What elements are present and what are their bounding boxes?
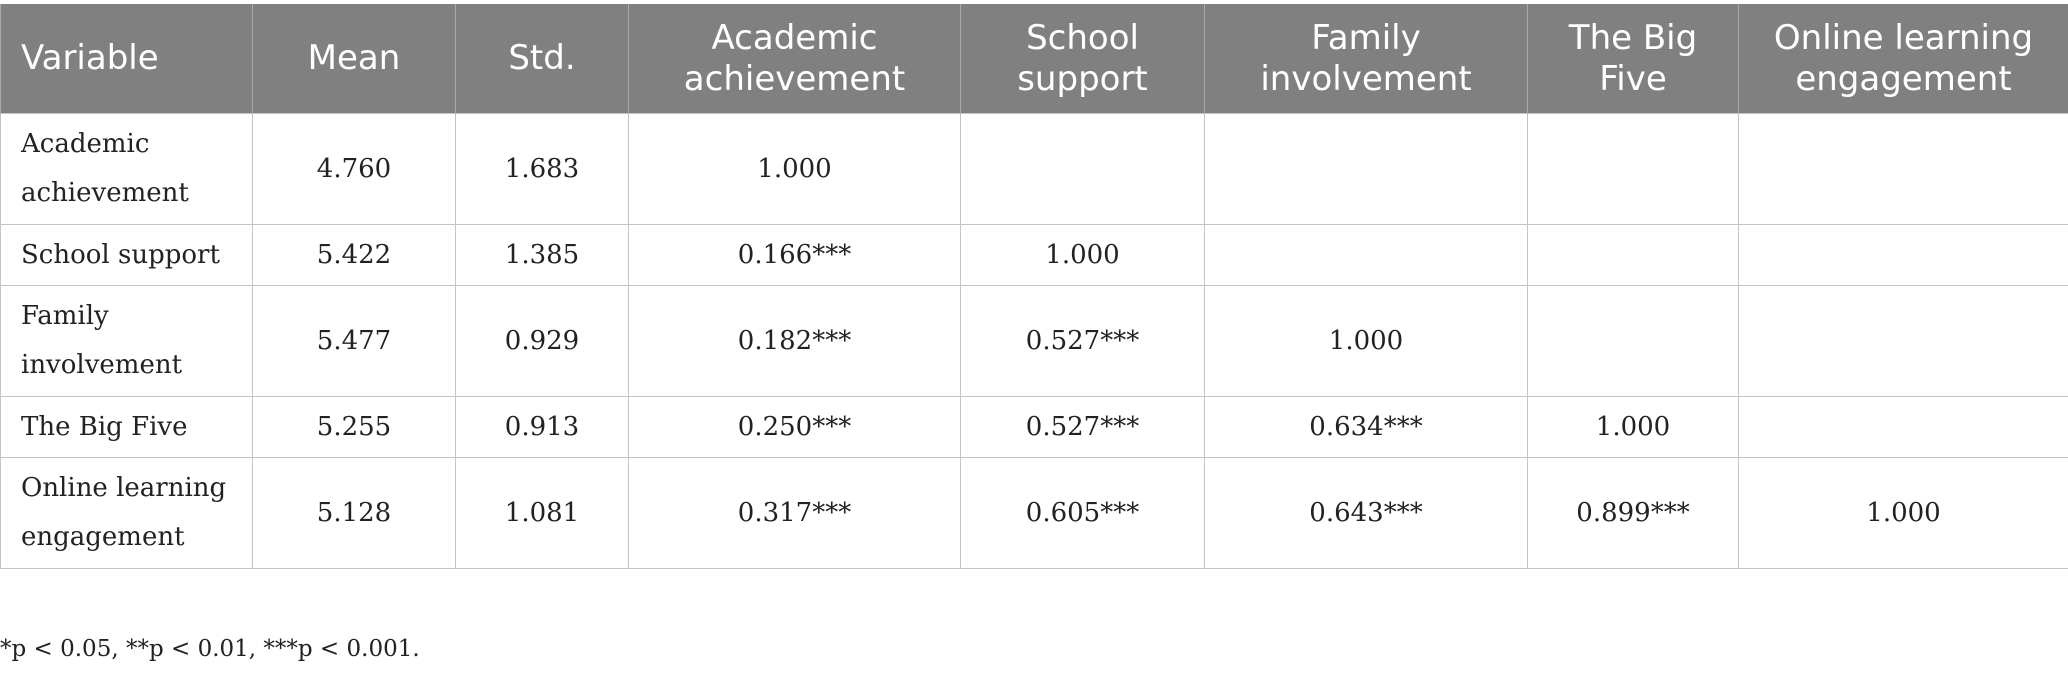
row-label: Academic achievement [0, 113, 253, 225]
correlation-cell [1738, 224, 2068, 286]
correlation-cell [960, 113, 1205, 225]
std-cell: 1.385 [455, 224, 629, 286]
row-label: Family involvement [0, 285, 253, 397]
header-row: Variable Mean Std. Academic achievement … [0, 4, 2068, 114]
correlation-cell: 0.250*** [628, 396, 961, 458]
header-online-learning-engagement: Online learning engagement [1738, 4, 2068, 114]
table-row: The Big Five 5.255 0.913 0.250*** 0.527*… [0, 396, 2068, 458]
correlation-cell: 0.166*** [628, 224, 961, 286]
table-row: Family involvement 5.477 0.929 0.182*** … [0, 285, 2068, 397]
correlation-cell [1738, 285, 2068, 397]
mean-cell: 5.477 [252, 285, 456, 397]
row-label: The Big Five [0, 396, 253, 458]
correlation-cell [1527, 224, 1739, 286]
correlation-cell: 0.182*** [628, 285, 961, 397]
correlation-cell: 0.643*** [1204, 457, 1528, 569]
correlation-cell: 0.527*** [960, 396, 1205, 458]
correlation-cell: 0.634*** [1204, 396, 1528, 458]
correlation-cell: 1.000 [960, 224, 1205, 286]
correlation-cell [1527, 113, 1739, 225]
correlation-table: Variable Mean Std. Academic achievement … [0, 4, 2068, 569]
correlation-cell: 1.000 [1527, 396, 1739, 458]
table-row: Academic achievement 4.760 1.683 1.000 [0, 113, 2068, 225]
std-cell: 0.929 [455, 285, 629, 397]
header-variable: Variable [0, 4, 253, 114]
header-school-support: School support [960, 4, 1205, 114]
mean-cell: 5.422 [252, 224, 456, 286]
table-footnote: *p < 0.05, **p < 0.01, ***p < 0.001. [0, 636, 420, 662]
correlation-cell [1738, 113, 2068, 225]
mean-cell: 5.128 [252, 457, 456, 569]
correlation-table-container: Variable Mean Std. Academic achievement … [0, 4, 2068, 569]
correlation-cell: 1.000 [1204, 285, 1528, 397]
correlation-cell: 1.000 [628, 113, 961, 225]
row-label: Online learning engagement [0, 457, 253, 569]
header-big-five: The Big Five [1527, 4, 1739, 114]
correlation-cell: 0.317*** [628, 457, 961, 569]
header-family-involvement: Family involvement [1204, 4, 1528, 114]
std-cell: 1.683 [455, 113, 629, 225]
mean-cell: 5.255 [252, 396, 456, 458]
std-cell: 1.081 [455, 457, 629, 569]
correlation-cell: 1.000 [1738, 457, 2068, 569]
correlation-cell [1738, 396, 2068, 458]
correlation-cell [1204, 113, 1528, 225]
header-mean: Mean [252, 4, 456, 114]
correlation-cell: 0.899*** [1527, 457, 1739, 569]
header-std: Std. [455, 4, 629, 114]
mean-cell: 4.760 [252, 113, 456, 225]
correlation-cell [1527, 285, 1739, 397]
table-row: School support 5.422 1.385 0.166*** 1.00… [0, 224, 2068, 286]
row-label: School support [0, 224, 253, 286]
correlation-cell: 0.527*** [960, 285, 1205, 397]
std-cell: 0.913 [455, 396, 629, 458]
table-row: Online learning engagement 5.128 1.081 0… [0, 457, 2068, 569]
header-academic-achievement: Academic achievement [628, 4, 961, 114]
correlation-cell [1204, 224, 1528, 286]
correlation-cell: 0.605*** [960, 457, 1205, 569]
